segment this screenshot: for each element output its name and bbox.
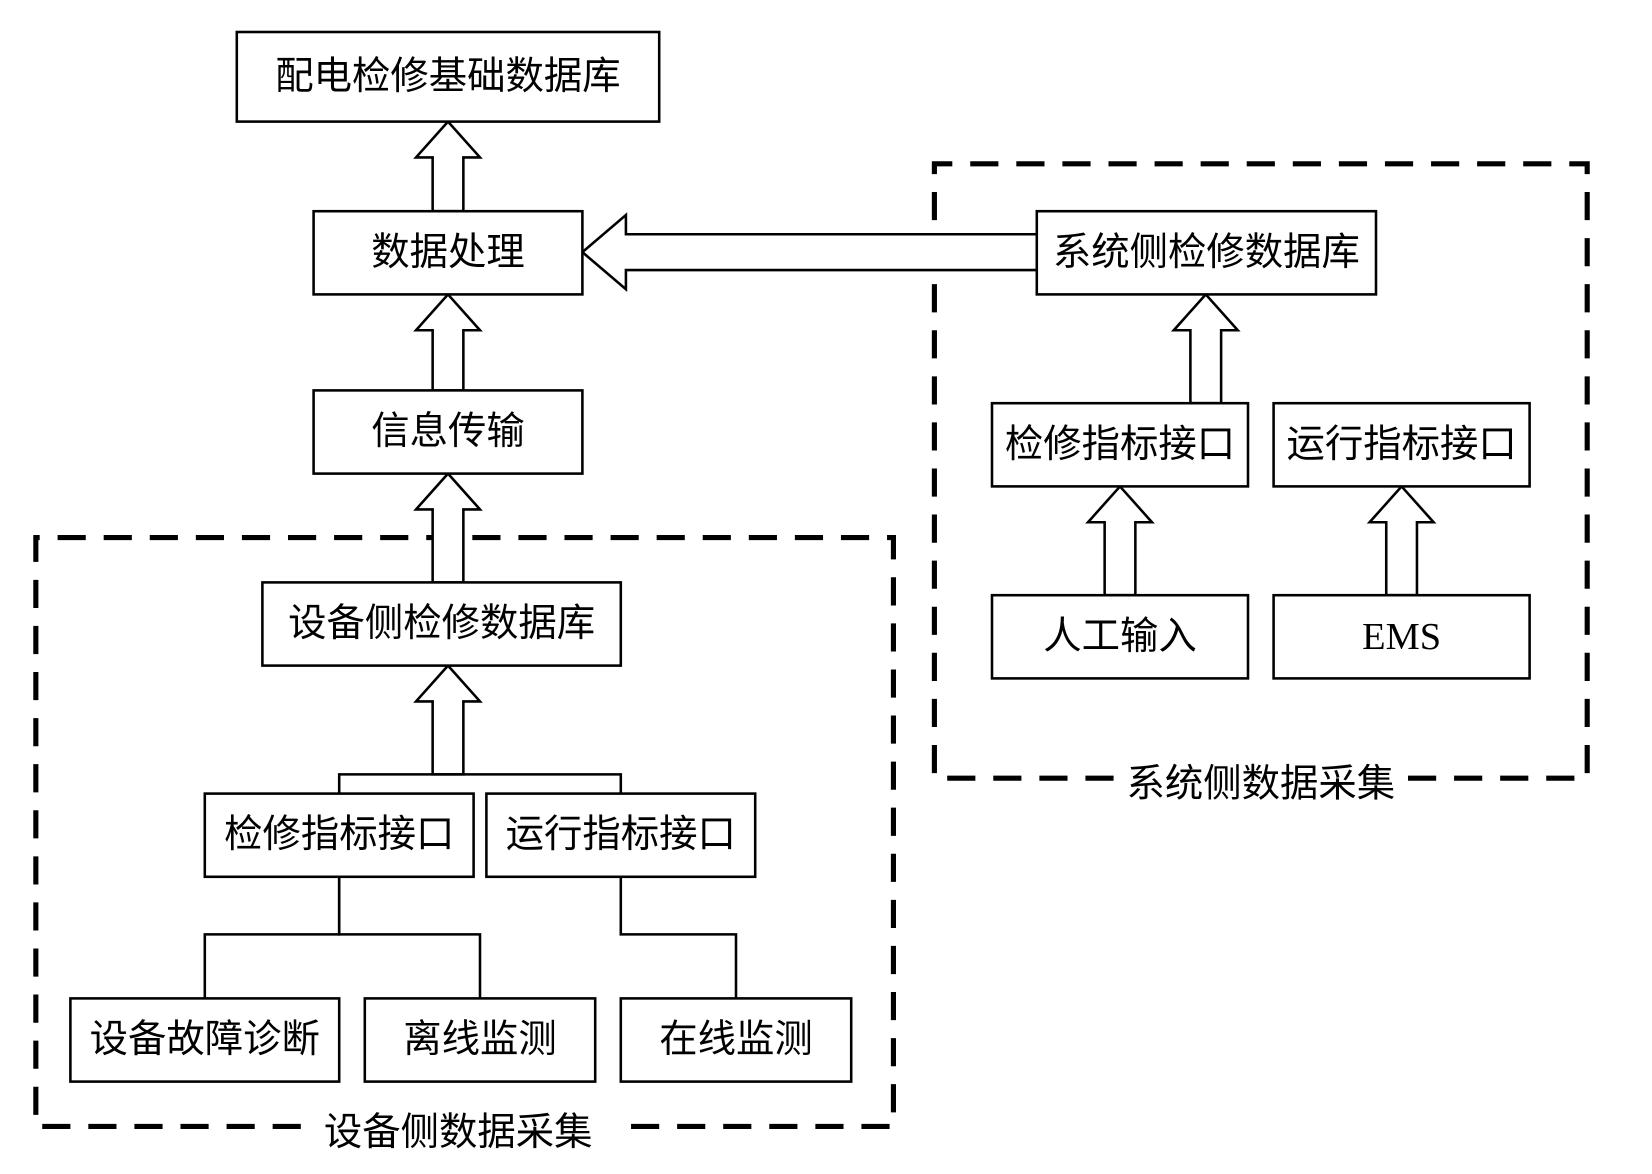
box-sys_maint_if-label: 检修指标接口	[1005, 423, 1235, 466]
box-dev_maint_if-label: 检修指标接口	[224, 813, 454, 856]
arrow-sysdb-to-proc	[582, 215, 1036, 289]
group-device-label: 设备侧数据采集	[324, 1111, 593, 1154]
conn-fault-to-maint	[205, 877, 339, 999]
box-sys_run_if-label: 运行指标接口	[1286, 423, 1516, 466]
arrow-sys-if-to-db	[1174, 294, 1238, 403]
group-system-label: 系统侧数据采集	[1126, 763, 1395, 806]
arrow-devdb-to-info	[416, 474, 480, 583]
arrow-dev-if-to-db	[416, 666, 480, 775]
box-top_db-label: 配电检修基础数据库	[275, 55, 620, 98]
box-data_proc-label: 数据处理	[371, 232, 525, 274]
arrow-info-to-proc	[416, 294, 480, 390]
conn-online-to-run	[621, 877, 736, 999]
arrow-proc-to-top	[416, 122, 480, 212]
box-dev_db-label: 设备侧检修数据库	[288, 602, 595, 645]
arrow-manual-to-maint	[1088, 486, 1152, 595]
box-info_trans-label: 信息传输	[371, 410, 525, 453]
box-offline_mon-label: 离线监测	[403, 1018, 557, 1061]
box-ems-label: EMS	[1362, 616, 1441, 658]
conn-maint-run-top	[339, 774, 621, 793]
box-dev_fault-label: 设备故障诊断	[90, 1018, 320, 1061]
conn-offline-to-maint	[339, 877, 480, 999]
box-sys_db-label: 系统侧检修数据库	[1053, 231, 1360, 274]
arrow-ems-to-run	[1370, 486, 1434, 595]
box-manual_input-label: 人工输入	[1043, 616, 1197, 658]
box-dev_run_if-label: 运行指标接口	[506, 813, 736, 856]
box-online_mon-label: 在线监测	[659, 1019, 813, 1061]
